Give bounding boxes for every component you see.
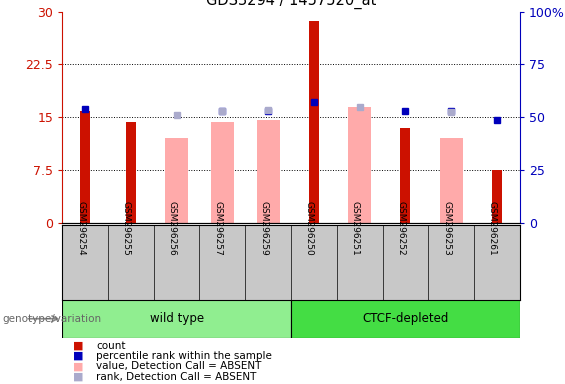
Text: ■: ■: [73, 372, 84, 382]
Text: value, Detection Call = ABSENT: value, Detection Call = ABSENT: [96, 361, 262, 371]
Bar: [257, 120, 280, 223]
Text: GSM296252: GSM296252: [397, 201, 406, 256]
Text: ■: ■: [73, 341, 84, 351]
Bar: [348, 107, 371, 223]
Bar: [291, 300, 520, 338]
Text: count: count: [96, 341, 125, 351]
Text: GSM296250: GSM296250: [305, 201, 314, 256]
Text: percentile rank within the sample: percentile rank within the sample: [96, 351, 272, 361]
Text: GSM296251: GSM296251: [351, 201, 360, 256]
Bar: [62, 300, 291, 338]
Bar: [309, 21, 319, 223]
Text: rank, Detection Call = ABSENT: rank, Detection Call = ABSENT: [96, 372, 257, 382]
Bar: [211, 122, 234, 223]
Bar: [80, 111, 90, 223]
Text: genotype/variation: genotype/variation: [3, 314, 102, 324]
Text: GSM296255: GSM296255: [122, 201, 131, 256]
Bar: [440, 138, 463, 223]
Text: CTCF-depleted: CTCF-depleted: [362, 312, 449, 325]
Text: GSM296257: GSM296257: [214, 201, 223, 256]
Bar: [492, 170, 502, 223]
Text: GSM296253: GSM296253: [442, 201, 451, 256]
Text: ■: ■: [73, 351, 84, 361]
Text: ■: ■: [73, 361, 84, 371]
Bar: [401, 127, 410, 223]
Bar: [126, 122, 136, 223]
Text: wild type: wild type: [150, 312, 203, 325]
Text: GSM296254: GSM296254: [76, 201, 85, 256]
Text: GSM296256: GSM296256: [168, 201, 177, 256]
Bar: [165, 138, 188, 223]
Title: GDS3294 / 1457520_at: GDS3294 / 1457520_at: [206, 0, 376, 9]
Text: GSM296261: GSM296261: [488, 201, 497, 256]
Text: GSM296259: GSM296259: [259, 201, 268, 256]
